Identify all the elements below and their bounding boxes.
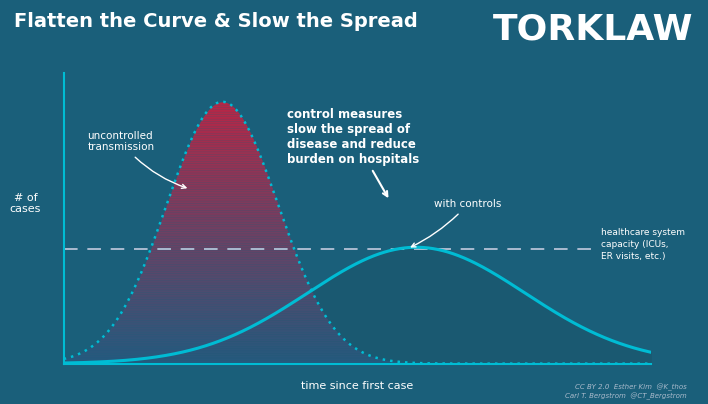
- Text: Flatten the Curve & Slow the Spread: Flatten the Curve & Slow the Spread: [14, 12, 418, 31]
- Text: uncontrolled
transmission: uncontrolled transmission: [87, 131, 186, 188]
- Text: control measures
slow the spread of
disease and reduce
burden on hospitals: control measures slow the spread of dise…: [287, 107, 419, 196]
- Text: healthcare system
capacity (ICUs,
ER visits, etc.): healthcare system capacity (ICUs, ER vis…: [601, 228, 685, 261]
- Text: CC BY 2.0  Esther Kim  @K_thos
Carl T. Bergstrom  @CT_Bergstrom: CC BY 2.0 Esther Kim @K_thos Carl T. Ber…: [565, 384, 687, 400]
- Text: with controls: with controls: [411, 200, 501, 247]
- Text: # of
cases: # of cases: [10, 193, 41, 215]
- Text: TORKLAW: TORKLAW: [493, 12, 694, 46]
- Text: time since first case: time since first case: [302, 381, 413, 391]
